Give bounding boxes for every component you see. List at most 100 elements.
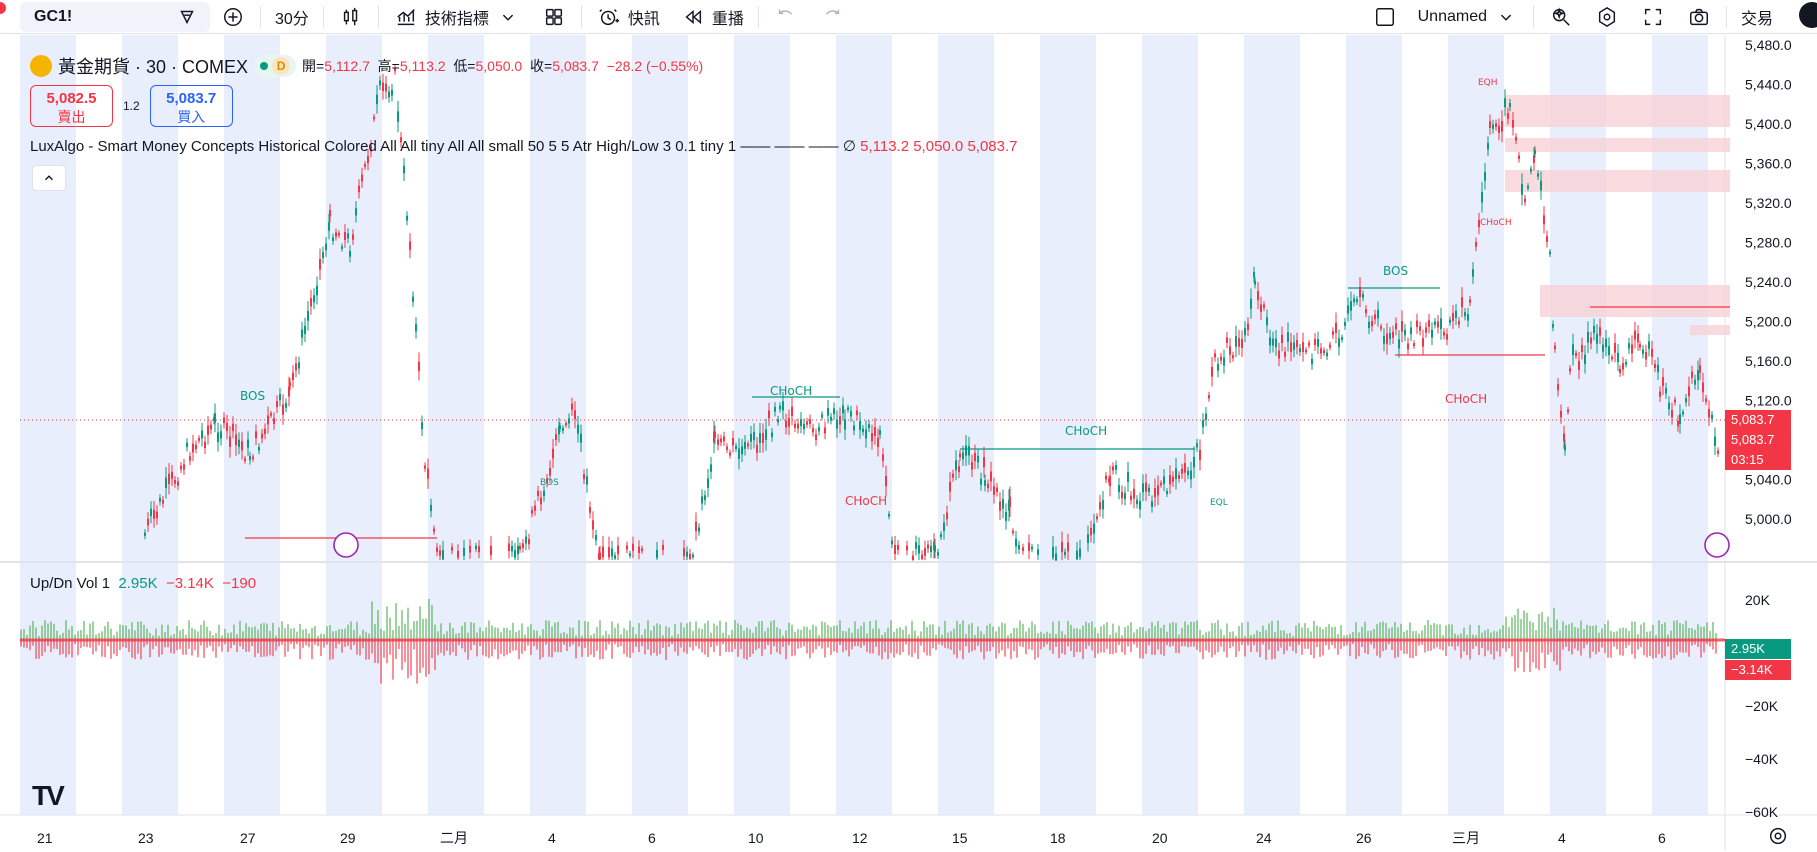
buy-button[interactable]: 5,083.7 買入 [149,85,233,127]
candle-body [1478,219,1480,228]
candle-body [853,425,855,431]
sell-button[interactable]: 5,082.5 賣出 [30,85,113,127]
volume-up-bar [1151,622,1153,640]
candle-body [475,545,477,550]
candle-body [1697,370,1699,381]
candle-body [818,427,820,432]
volume-down-bar [1571,640,1573,655]
volume-up-bar [1223,635,1225,640]
volume-down-bar [1307,640,1309,649]
volume-down-bar [260,640,262,657]
undo-button[interactable] [763,0,809,34]
candle-body [1401,321,1403,332]
volume-down-bar [731,640,733,653]
volume-down-bar [857,640,859,647]
snapshot-button[interactable] [1676,0,1722,34]
symbol-search[interactable]: GC1! [20,1,210,32]
volume-up-bar [1172,621,1174,640]
volume-up-bar [1436,624,1438,640]
volume-down-bar [53,640,55,649]
redo-button[interactable] [809,0,855,34]
volume-up-bar [1196,620,1198,640]
candle-body [1226,337,1228,343]
volume-up-bar [1628,630,1630,640]
volume-up-bar [59,635,61,640]
candle-body [934,545,936,552]
candle-body [1163,476,1165,484]
indicators-button[interactable]: 技術指標 [383,0,531,34]
volume-down-bar [536,640,538,650]
candle-body [144,532,146,536]
chart-settings-button[interactable] [1767,825,1789,852]
volume-down-bar [737,640,739,657]
quick-search-button[interactable] [1538,0,1584,34]
volume-up-bar [92,621,94,640]
volume-down-bar [1676,640,1678,655]
volume-up-bar [1580,620,1582,640]
volume-down-bar [746,640,748,660]
candle-body [562,427,564,431]
buy-label: 買入 [177,109,206,125]
volume-up-bar [317,635,319,640]
volume-down-bar [560,640,562,653]
volume-down-bar [713,640,715,653]
volume-up-bar [1445,625,1447,640]
settings-button[interactable] [1584,0,1630,34]
volume-down-bar [764,640,766,650]
volume-up-bar [920,631,922,640]
volume-up-bar [476,632,478,640]
volume-up-bar [245,623,247,640]
tradingview-logo[interactable]: TV [32,780,65,811]
volume-up-bar [236,634,238,640]
volume-up-bar [1016,627,1018,640]
compare-icon[interactable] [174,4,200,30]
volume-up-bar [392,630,394,640]
collapse-legend-button[interactable] [32,165,66,191]
volume-down-bar [1604,640,1606,654]
chart-area[interactable]: 5,480.0 5,440.0 5,400.0 5,360.0 5,320.0 5,280… [0,35,1817,850]
layouts-button[interactable] [531,0,577,34]
volume-up-bar [323,633,325,640]
alert-button[interactable]: 快訊 [586,0,670,34]
chart-canvas[interactable]: 5,480.05,440.05,400.05,360.05,320.05,280… [0,35,1817,850]
volume-down-bar [131,640,133,658]
candle-body [806,421,808,425]
interval-button[interactable]: 30分 [265,0,319,34]
user-avatar[interactable] [1799,2,1817,28]
volume-up-bar [902,629,904,640]
layout-select[interactable]: Unnamed [1362,0,1529,34]
candle-body [1087,534,1089,543]
volume-down-bar [917,640,919,660]
candle-body [1347,305,1349,314]
volume-up-bar [185,634,187,640]
candle-body [689,553,691,559]
volume-axis-label: −60K [1745,804,1779,820]
market-status[interactable]: D [254,55,297,77]
indicator-legend[interactable]: LuxAlgo - Smart Money Concepts Historica… [30,137,1017,155]
candle-body [1637,333,1639,343]
add-symbol-button[interactable] [210,0,256,34]
volume-down-bar [779,640,781,655]
volume-up-bar [1103,624,1105,640]
volume-down-bar [248,640,250,652]
volume-up-bar [623,628,625,640]
volume-down-bar [296,640,298,645]
volume-down-bar [1511,640,1513,657]
volume-down-bar [1697,640,1699,647]
candle-body [1407,343,1409,350]
candle-body [210,424,212,430]
volume-down-bar [1253,640,1255,646]
volume-down-bar [938,640,940,645]
trade-button[interactable]: 交易 [1731,0,1783,34]
replay-button[interactable]: 重播 [670,0,754,34]
volume-down-bar [137,640,139,654]
time-axis-label: 6 [648,830,656,846]
chart-type-button[interactable] [328,0,374,34]
gear-icon [1769,827,1787,845]
session-band [1040,35,1096,815]
fullscreen-button[interactable] [1630,0,1676,34]
volume-legend[interactable]: Up/Dn Vol 1 2.95K −3.14K −190 [30,575,256,592]
volume-up-bar [1295,625,1297,640]
volume-up-bar [851,632,853,640]
volume-down-bar [1616,640,1618,650]
